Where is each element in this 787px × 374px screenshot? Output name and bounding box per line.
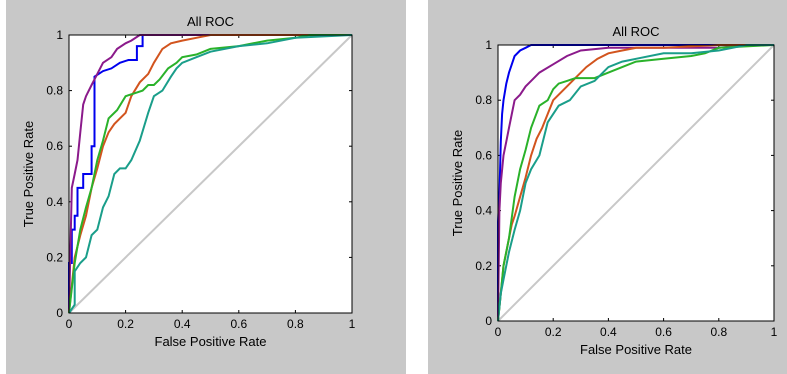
x-tick-label: 1 [349,317,356,331]
y-tick-label: 0.8 [46,84,63,98]
plot-frame [68,34,353,314]
y-tick-label: 1 [56,28,63,42]
x-tick-label: 0 [495,325,502,339]
y-tick-label: 0 [485,314,492,328]
y-tick-label: 0 [56,306,63,320]
x-tick-label: 0.6 [230,317,247,331]
x-tick-label: 0.8 [287,317,304,331]
x-tick-label: 0.2 [545,325,562,339]
x-axis-label: False Positive Rate [580,342,692,357]
roc-panel-left: All ROC False Positive Rate True Positive … [6,0,406,374]
chart-title: All ROC [613,24,660,39]
y-axis-label: True Positive Rate [21,121,36,227]
y-tick-label: 0.6 [46,139,63,153]
x-tick-label: 0 [66,317,73,331]
roc-panel-right: All ROC False Positive Rate True Positive … [428,0,787,374]
roc-series-line-4 [497,44,775,322]
roc-chart-right: All ROC False Positive Rate True Positive … [450,24,778,357]
x-tick-label: 0.4 [600,325,617,339]
y-tick-label: 0.4 [475,204,492,218]
roc-chart-left: All ROC False Positive Rate True Positive … [21,14,356,349]
x-tick-label: 1 [771,325,778,339]
roc-series-line-5 [68,34,353,314]
y-tick-label: 1 [485,38,492,52]
y-tick-label: 0.6 [475,148,492,162]
chart-title: All ROC [187,14,234,29]
diagonal-reference-line [68,34,353,314]
x-tick-label: 0.6 [655,325,672,339]
y-tick-label: 0.2 [46,250,63,264]
diagonal-reference-line [497,44,775,322]
roc-series-line-5 [497,44,774,322]
x-tick-label: 0.2 [117,317,134,331]
roc-series-line-1 [68,34,352,313]
y-tick-label: 0.4 [46,195,63,209]
plot-frame [497,44,775,322]
y-tick-label: 0.2 [475,259,492,273]
x-tick-label: 0.4 [174,317,191,331]
x-axis-label: False Positive Rate [155,334,267,349]
y-axis-label: True Positive Rate [450,130,465,236]
x-tick-label: 0.8 [710,325,727,339]
y-tick-label: 0.8 [475,93,492,107]
